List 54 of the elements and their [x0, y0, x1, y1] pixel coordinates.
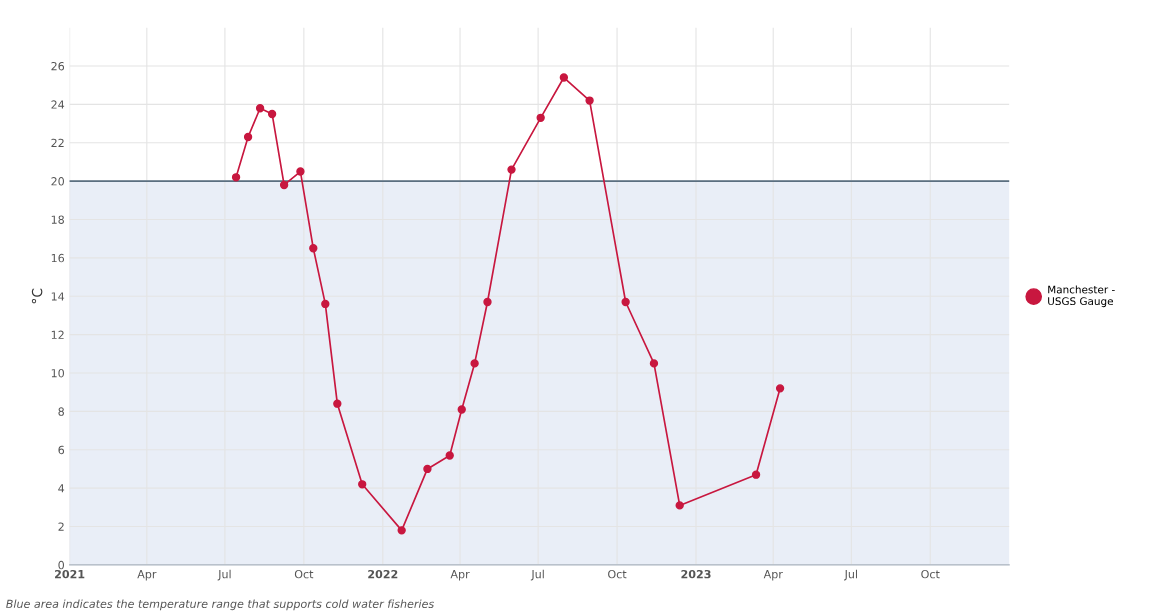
point [255, 104, 265, 113]
point [333, 399, 342, 408]
point [675, 501, 684, 510]
y-tick-label: 24 [51, 100, 65, 109]
point [536, 113, 545, 122]
y-tick-label: 4 [58, 484, 65, 493]
point [296, 167, 305, 176]
point [483, 297, 492, 307]
y-tick-label: 2 [58, 522, 64, 531]
point [585, 96, 594, 105]
x-tick-label: Apr [763, 570, 783, 581]
point [231, 173, 241, 182]
point [621, 297, 630, 307]
y-tick-label: 20 [51, 177, 64, 186]
point [775, 384, 785, 393]
point [559, 73, 569, 82]
y-tick-label: 26 [51, 61, 65, 71]
y-tick-label: 6 [58, 445, 65, 455]
point [423, 464, 432, 474]
y-tick-label: 16 [51, 253, 65, 263]
x-tick-label: Apr [137, 570, 157, 581]
point [397, 526, 406, 535]
y-tick-label: 22 [51, 138, 64, 147]
y-tick-label: 10 [51, 368, 64, 378]
y-tick-label: 18 [51, 215, 64, 224]
point [267, 109, 277, 119]
y-tick-label: 14 [51, 292, 65, 301]
x-tick-label: Jul [530, 569, 544, 581]
point [243, 132, 253, 142]
point [358, 480, 367, 489]
y-tick-label: 12 [51, 330, 64, 339]
x-tick-label: Oct [921, 569, 940, 579]
point [507, 165, 516, 174]
x-tick-label: Jul [844, 569, 857, 581]
y-tick-label: 0 [58, 560, 64, 570]
x-tick-label: Apr [450, 570, 470, 581]
x-tick-label: 2021 [55, 569, 85, 579]
point [470, 359, 479, 368]
x-tick-label: 2022 [368, 569, 398, 579]
point [279, 180, 289, 190]
text: Blue area indicates the temperature range that supports cold water fisheries [6, 599, 434, 611]
x-tick-label: Oct [608, 569, 627, 579]
x-tick-label: Jul [217, 569, 231, 581]
y-axis-title: °C [31, 288, 43, 304]
point [649, 359, 659, 368]
point [445, 451, 454, 460]
x-tick-label: 2023 [681, 569, 711, 579]
point [457, 405, 466, 414]
x-tick-label: Oct [294, 569, 314, 579]
legend-label: Manchester - USGS Gauge [1048, 285, 1115, 308]
point [321, 299, 330, 309]
y-tick-label: 8 [58, 407, 64, 416]
point [309, 244, 318, 253]
point [751, 470, 761, 479]
